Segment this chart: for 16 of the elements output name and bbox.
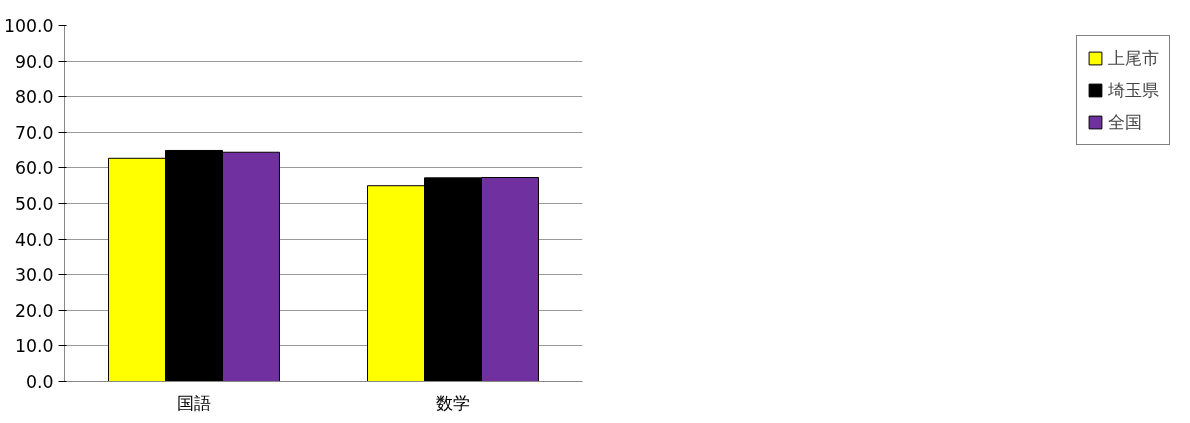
y-tick-label: 60.0 xyxy=(14,158,54,179)
y-tick-label: 70.0 xyxy=(14,122,54,143)
legend-label: 全国 xyxy=(1108,111,1142,134)
legend-label: 上尾市 xyxy=(1108,47,1159,70)
y-tick-label: 80.0 xyxy=(14,87,54,108)
y-tick-label: 0.0 xyxy=(25,372,54,392)
y-tick-label: 30.0 xyxy=(14,265,54,286)
y-tick-label: 40.0 xyxy=(14,229,54,250)
y-tick-label: 50.0 xyxy=(14,194,54,214)
x-tick-label: 数学 xyxy=(436,392,470,413)
legend-label: 埼玉県 xyxy=(1108,79,1159,102)
y-tick-label: 100.0 xyxy=(3,16,54,36)
y-tick-label: 90.0 xyxy=(14,51,54,72)
x-tick-label: 国語 xyxy=(177,392,211,413)
y-tick-label: 20.0 xyxy=(14,300,54,321)
y-tick-label: 10.0 xyxy=(14,336,54,357)
